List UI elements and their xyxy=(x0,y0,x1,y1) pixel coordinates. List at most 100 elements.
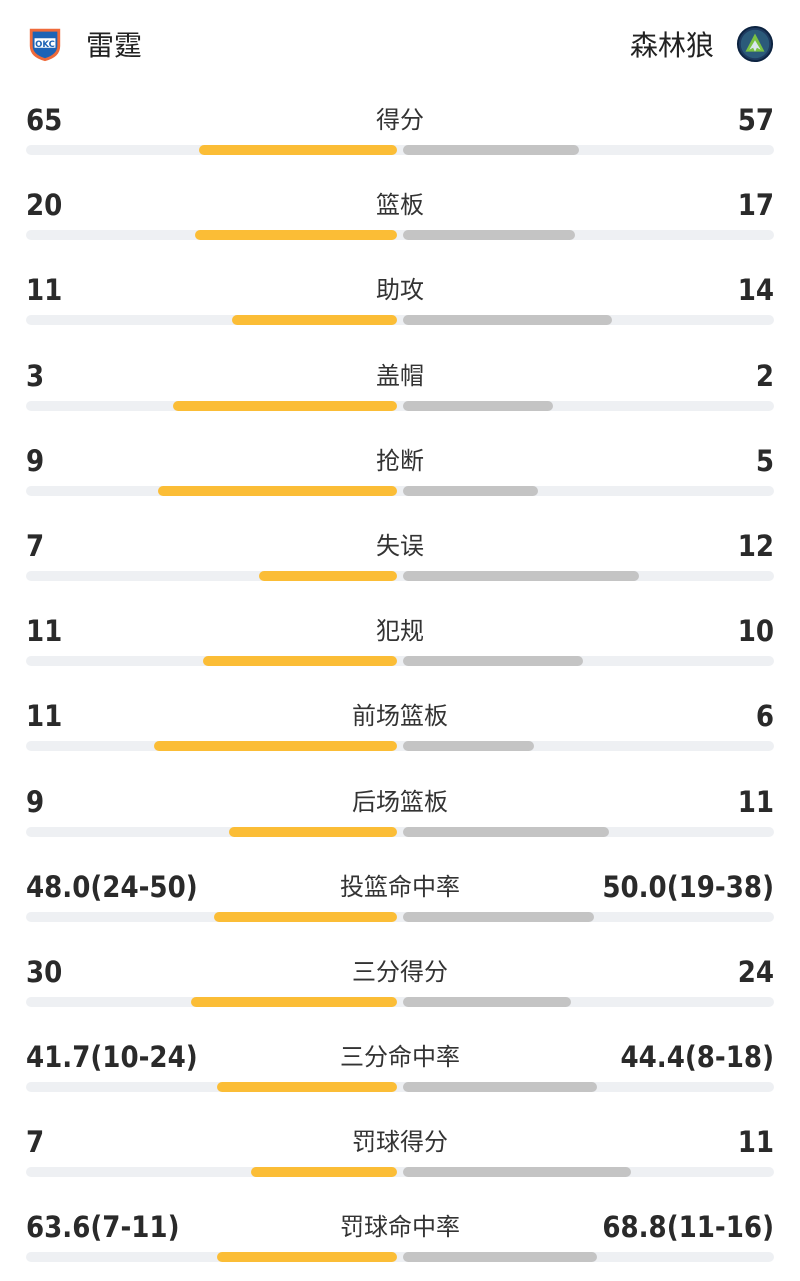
stat-row: 9 后场篮板 11 xyxy=(0,770,800,855)
stat-bar-track xyxy=(26,656,774,667)
away-stat-value: 50.0(19-38) xyxy=(602,869,774,904)
stat-bar-track xyxy=(26,741,774,752)
stat-label: 三分命中率 xyxy=(340,1043,460,1072)
timberwolves-logo-icon xyxy=(736,25,774,63)
home-stat-value: 41.7(10-24) xyxy=(26,1040,198,1075)
home-stat-value: 30 xyxy=(26,954,63,989)
away-stat-bar xyxy=(403,230,575,241)
home-stat-value: 3 xyxy=(26,358,45,393)
stat-bar-track xyxy=(26,485,774,496)
stat-row: 11 犯规 10 xyxy=(0,599,800,684)
stat-row: 20 篮板 17 xyxy=(0,173,800,258)
stat-row: 7 罚球得分 11 xyxy=(0,1110,800,1195)
home-stat-value: 20 xyxy=(26,188,63,223)
stat-label: 前场篮板 xyxy=(352,702,448,731)
home-stat-bar xyxy=(173,400,397,411)
away-stat-value: 44.4(8-18) xyxy=(620,1040,774,1075)
home-team-name: 雷霆 xyxy=(86,29,143,62)
stat-label: 三分得分 xyxy=(352,957,448,986)
stat-row: 48.0(24-50) 投篮命中率 50.0(19-38) xyxy=(0,855,800,940)
home-stat-value: 63.6(7-11) xyxy=(26,1210,180,1245)
stat-bar-track xyxy=(26,911,774,922)
away-team[interactable]: 森林狼 xyxy=(630,22,774,66)
home-stat-bar xyxy=(229,826,397,837)
away-stat-value: 5 xyxy=(755,443,774,478)
home-stat-value: 11 xyxy=(26,273,63,308)
stat-bar-track xyxy=(26,400,774,411)
away-stat-bar xyxy=(403,741,534,752)
home-stat-value: 7 xyxy=(26,528,45,563)
stat-label: 罚球得分 xyxy=(352,1128,448,1157)
stat-bar-track xyxy=(26,570,774,581)
stat-row: 11 助攻 14 xyxy=(0,258,800,343)
home-stat-bar xyxy=(199,145,397,155)
stat-row: 11 前场篮板 6 xyxy=(0,684,800,769)
stat-label: 失误 xyxy=(376,531,424,560)
stat-bar-track xyxy=(26,1082,774,1093)
home-team[interactable]: OKC 雷霆 xyxy=(26,22,142,66)
home-stat-bar xyxy=(195,230,397,241)
stat-bar-track xyxy=(26,996,774,1007)
away-stat-value: 2 xyxy=(755,358,774,393)
stat-label: 盖帽 xyxy=(376,361,424,390)
away-stat-bar xyxy=(403,656,583,667)
stat-row: 41.7(10-24) 三分命中率 44.4(8-18) xyxy=(0,1025,800,1110)
away-stat-value: 11 xyxy=(737,1125,774,1160)
home-stat-value: 65 xyxy=(26,103,63,137)
stat-row: 65 得分 57 xyxy=(0,88,800,173)
stat-label: 得分 xyxy=(376,106,424,134)
away-stat-bar xyxy=(403,1252,597,1263)
stat-bar-track xyxy=(26,230,774,241)
away-stat-bar xyxy=(403,570,639,581)
home-stat-bar xyxy=(203,656,397,667)
stat-label: 投篮命中率 xyxy=(340,872,460,901)
svg-text:OKC: OKC xyxy=(35,40,55,50)
stat-label: 罚球命中率 xyxy=(340,1213,460,1242)
away-stat-bar xyxy=(403,400,553,411)
away-stat-bar xyxy=(403,826,609,837)
away-stat-value: 6 xyxy=(755,699,774,734)
team-header: OKC 雷霆 森林狼 xyxy=(0,0,800,88)
home-stat-bar xyxy=(158,485,397,496)
away-stat-value: 14 xyxy=(737,273,774,308)
stat-label: 犯规 xyxy=(376,617,424,646)
home-stat-value: 11 xyxy=(26,699,63,734)
home-stat-bar xyxy=(217,1082,397,1093)
away-stat-bar xyxy=(403,315,612,326)
okc-thunder-logo-icon: OKC xyxy=(29,28,61,62)
stat-bar-track xyxy=(26,826,774,837)
stats-list: 65 得分 57 20 篮板 17 11 助攻 14 3 盖帽 2 9 抢断 5 7 失误 12 11 犯规 10 11 前… xyxy=(0,88,800,1281)
stat-row: 3 盖帽 2 xyxy=(0,344,800,429)
stat-bar-track xyxy=(26,315,774,326)
home-stat-bar xyxy=(214,911,397,922)
home-stat-value: 9 xyxy=(26,784,45,819)
away-stat-bar xyxy=(403,911,594,922)
away-stat-value: 68.8(11-16) xyxy=(602,1210,774,1245)
home-stat-bar xyxy=(259,570,397,581)
home-stat-value: 48.0(24-50) xyxy=(26,869,198,904)
stat-row: 30 三分得分 24 xyxy=(0,940,800,1025)
stat-label: 助攻 xyxy=(376,276,424,305)
away-stat-bar xyxy=(403,996,571,1007)
away-stat-bar xyxy=(403,1167,631,1178)
home-stat-bar xyxy=(217,1252,397,1263)
home-stat-bar xyxy=(191,996,397,1007)
away-team-name: 森林狼 xyxy=(629,29,714,62)
away-stat-value: 11 xyxy=(737,784,774,819)
away-stat-value: 24 xyxy=(737,954,774,989)
home-stat-value: 9 xyxy=(26,443,45,478)
away-stat-bar xyxy=(403,1082,597,1093)
away-stat-bar xyxy=(403,485,538,496)
stat-label: 抢断 xyxy=(376,446,424,475)
stat-label: 篮板 xyxy=(376,191,424,220)
home-stat-value: 11 xyxy=(26,614,63,649)
away-stat-value: 57 xyxy=(737,103,774,137)
home-stat-value: 7 xyxy=(26,1125,45,1160)
home-stat-bar xyxy=(232,315,397,326)
away-stat-value: 10 xyxy=(737,614,774,649)
away-stat-value: 12 xyxy=(737,528,774,563)
home-stat-bar xyxy=(154,741,397,752)
stat-row: 7 失误 12 xyxy=(0,514,800,599)
stat-row: 63.6(7-11) 罚球命中率 68.8(11-16) xyxy=(0,1195,800,1280)
stat-row: 9 抢断 5 xyxy=(0,429,800,514)
